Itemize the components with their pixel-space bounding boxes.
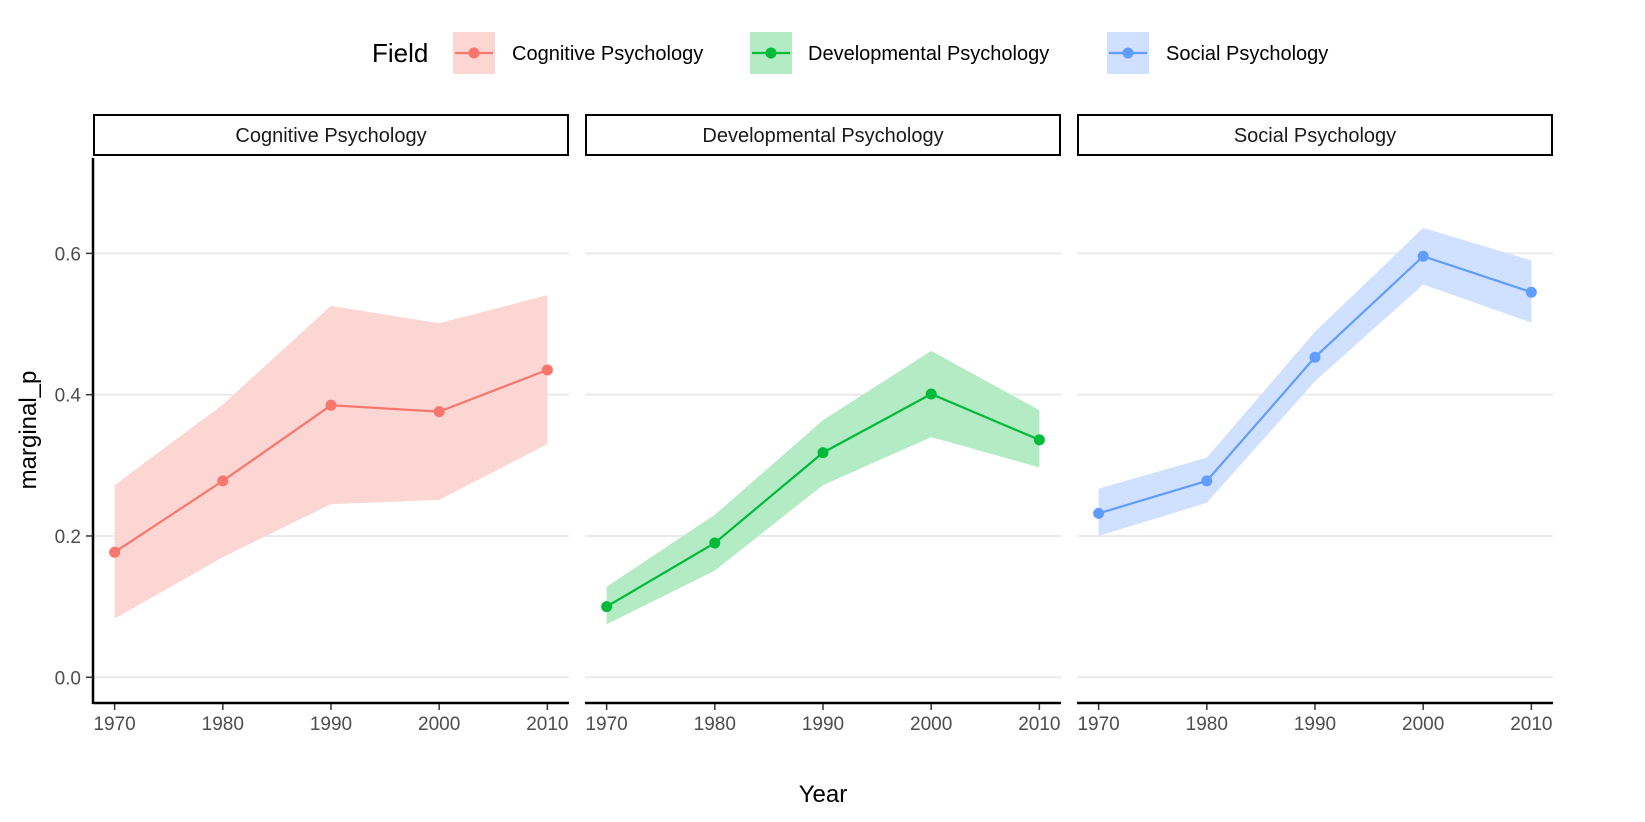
x-tick-label: 2000 xyxy=(1402,714,1444,735)
legend-title: Field xyxy=(372,38,428,68)
x-tick-label: 1990 xyxy=(802,714,844,735)
x-tick-label: 1970 xyxy=(93,714,135,735)
data-point xyxy=(817,447,829,459)
data-point xyxy=(217,475,229,487)
data-point xyxy=(709,537,721,549)
x-axis-title: Year xyxy=(799,781,848,808)
legend-key-point xyxy=(765,47,777,59)
x-tick-label: 2010 xyxy=(526,714,568,735)
data-point xyxy=(1525,286,1537,298)
data-point xyxy=(325,399,337,411)
y-tick-label: 0.6 xyxy=(55,244,81,265)
legend-entry-cognitive-psychology: Cognitive Psychology xyxy=(453,32,703,74)
data-point xyxy=(1033,434,1045,446)
x-tick-label: 1980 xyxy=(1186,714,1228,735)
strip-label: Cognitive Psychology xyxy=(235,125,426,147)
strip-box xyxy=(585,114,1061,156)
legend-label: Social Psychology xyxy=(1166,43,1328,65)
y-tick-label: 0.2 xyxy=(55,527,81,548)
legend-key-point xyxy=(468,47,480,59)
facet-strip: Developmental Psychology xyxy=(585,114,1061,156)
x-tick-label: 1990 xyxy=(1294,714,1336,735)
strip-label: Developmental Psychology xyxy=(702,125,943,147)
x-tick-label: 1980 xyxy=(202,714,244,735)
x-tick-label: 2010 xyxy=(1510,714,1552,735)
facet-strip: Cognitive Psychology xyxy=(93,114,569,156)
panel-cognitive-psychology: Cognitive Psychology 1970 1980 1990 2000 2010 xyxy=(93,114,569,735)
data-point xyxy=(541,364,553,376)
data-point xyxy=(1093,507,1105,519)
data-point xyxy=(925,388,937,400)
panel-developmental-psychology: Developmental Psychology 1970 1980 1990 2000… xyxy=(585,114,1061,735)
panel-social-psychology: Social Psychology 1970 1980 1990 2000 2010 xyxy=(1077,114,1553,735)
data-point xyxy=(601,601,613,613)
y-tick-label: 0.4 xyxy=(55,386,82,407)
legend-entry-developmental-psychology: Developmental Psychology xyxy=(750,32,1049,74)
legend: Field Cognitive Psychology Developmental P… xyxy=(372,32,1328,74)
y-tick-label: 0.0 xyxy=(55,668,81,689)
confidence-ribbon xyxy=(114,295,548,619)
legend-entry-social-psychology: Social Psychology xyxy=(1107,32,1328,74)
x-tick-label: 1980 xyxy=(694,714,736,735)
x-tick-label: 2010 xyxy=(1018,714,1060,735)
strip-label: Social Psychology xyxy=(1234,125,1396,147)
confidence-ribbon xyxy=(1098,227,1532,536)
x-tick-label: 1990 xyxy=(310,714,352,735)
facet-strip: Social Psychology xyxy=(1077,114,1553,156)
x-tick-label: 2000 xyxy=(418,714,460,735)
x-tick-label: 2000 xyxy=(910,714,952,735)
data-point xyxy=(1309,351,1321,363)
legend-label: Cognitive Psychology xyxy=(512,43,703,65)
strip-box xyxy=(93,114,569,156)
data-point xyxy=(109,546,121,558)
facet-panels: Cognitive Psychology 1970 1980 1990 2000 2010… xyxy=(93,114,1553,735)
confidence-ribbon xyxy=(606,350,1040,625)
y-axis: 0.0 0.2 0.4 0.6 xyxy=(55,158,95,704)
data-point xyxy=(1201,475,1213,487)
legend-label: Developmental Psychology xyxy=(808,43,1049,65)
data-point xyxy=(1417,250,1429,262)
x-tick-label: 1970 xyxy=(1077,714,1119,735)
y-axis-title: marginal_p xyxy=(15,371,42,490)
legend-key-point xyxy=(1122,47,1134,59)
data-point xyxy=(433,406,445,418)
x-tick-label: 1970 xyxy=(585,714,627,735)
strip-box xyxy=(1077,114,1553,156)
